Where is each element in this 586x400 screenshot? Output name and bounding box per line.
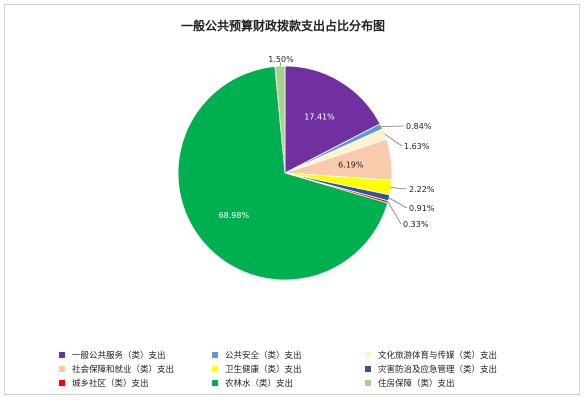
legend-swatch	[212, 366, 218, 372]
legend-swatch	[212, 380, 218, 386]
legend-item: 农林水（类）支出	[212, 377, 365, 389]
chart-frame: 一般公共预算财政拨款支出占比分布图 17.41% 0.84% 1.63% 6.19% 2…	[4, 4, 580, 395]
legend-item: 卫生健康（类）支出	[212, 363, 365, 375]
leader-line	[387, 201, 402, 225]
legend-label: 一般公共服务（类）支出	[72, 351, 166, 361]
legend-swatch	[365, 366, 371, 372]
legend-item: 灾害防治及应急管理（类）支出	[365, 363, 545, 375]
pie-chart: 17.41% 0.84% 1.63% 6.19% 2.22% 0.91% 0.33% 68.9…	[177, 55, 435, 281]
chart-title: 一般公共预算财政拨款支出占比分布图	[180, 19, 385, 33]
legend-item: 一般公共服务（类）支出	[59, 349, 212, 361]
legend-item: 城乡社区（类）支出	[59, 377, 212, 389]
leader-line	[384, 133, 403, 147]
leader-line	[390, 187, 408, 190]
legend-label: 灾害防治及应急管理（类）支出	[378, 365, 498, 375]
legend-swatch	[59, 380, 65, 386]
legend-swatch	[365, 380, 371, 386]
legend-label: 文化旅游体育与传媒（类）支出	[378, 351, 498, 361]
legend-item: 住房保障（类）支出	[365, 377, 545, 389]
pie-slice	[177, 66, 389, 281]
slice-data-label: 1.50%	[268, 55, 294, 64]
slice-data-label: 2.22%	[409, 185, 435, 194]
pie-slice	[284, 65, 381, 174]
legend-swatch	[59, 366, 65, 372]
legend-label: 城乡社区（类）支出	[72, 379, 149, 389]
slice-data-label: 17.41%	[304, 112, 335, 121]
leader-line	[388, 197, 408, 209]
leader-line	[279, 61, 282, 67]
pie-slice	[274, 65, 286, 174]
legend-label: 公共安全（类）支出	[225, 351, 302, 361]
legend-swatch	[59, 352, 65, 358]
legend-item: 公共安全（类）支出	[212, 349, 365, 361]
legend-item: 文化旅游体育与传媒（类）支出	[365, 349, 545, 361]
chart-legend: 一般公共服务（类）支出 公共安全（类）支出 文化旅游体育与传媒（类）支出社会保障和就…	[59, 349, 559, 389]
legend-label: 住房保障（类）支出	[378, 379, 455, 389]
legend-swatch	[365, 352, 371, 358]
slice-data-label: 6.19%	[338, 161, 364, 170]
legend-swatch	[212, 352, 218, 358]
legend-label: 社会保障和就业（类）支出	[72, 365, 175, 375]
legend-label: 农林水（类）支出	[225, 379, 294, 389]
slice-data-label: 0.91%	[409, 204, 435, 213]
legend-item: 社会保障和就业（类）支出	[59, 363, 212, 375]
slice-data-label: 0.33%	[403, 220, 429, 229]
slice-data-label: 0.84%	[406, 122, 432, 131]
slice-data-label: 1.63%	[404, 142, 430, 151]
slice-data-label: 68.98%	[219, 211, 250, 220]
legend-label: 卫生健康（类）支出	[225, 365, 302, 375]
